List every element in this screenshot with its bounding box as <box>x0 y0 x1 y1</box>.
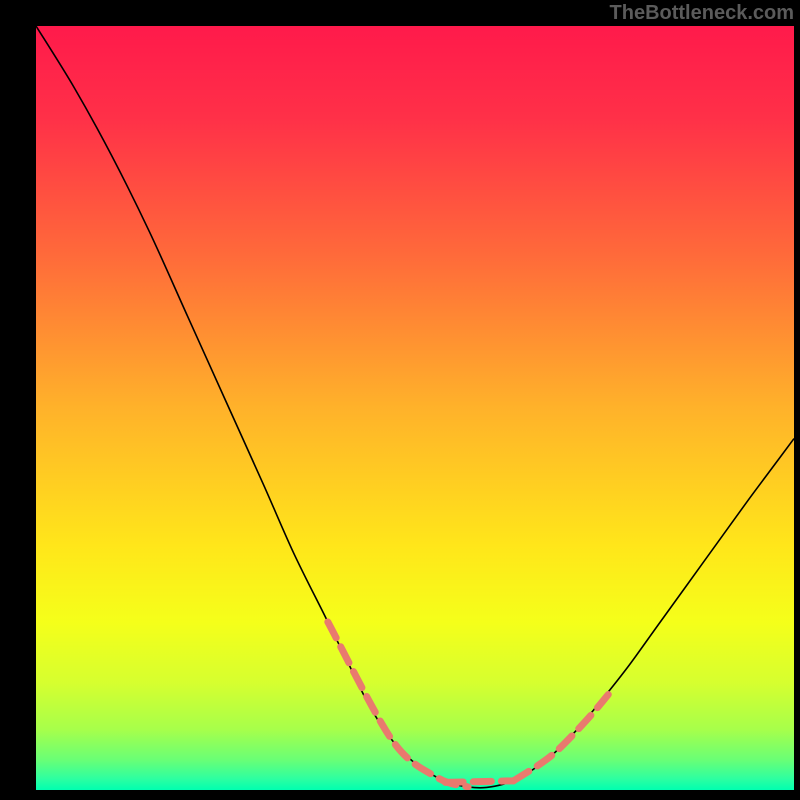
chart-stage: TheBottleneck.com <box>0 0 800 800</box>
attribution-label: TheBottleneck.com <box>610 2 794 25</box>
highlight-plateau <box>445 781 513 783</box>
bottleneck-curve <box>36 26 794 788</box>
highlight-left-arm <box>328 622 468 787</box>
chart-overlay <box>36 26 794 790</box>
plot-area <box>36 26 794 790</box>
highlight-right-arm <box>514 695 609 781</box>
